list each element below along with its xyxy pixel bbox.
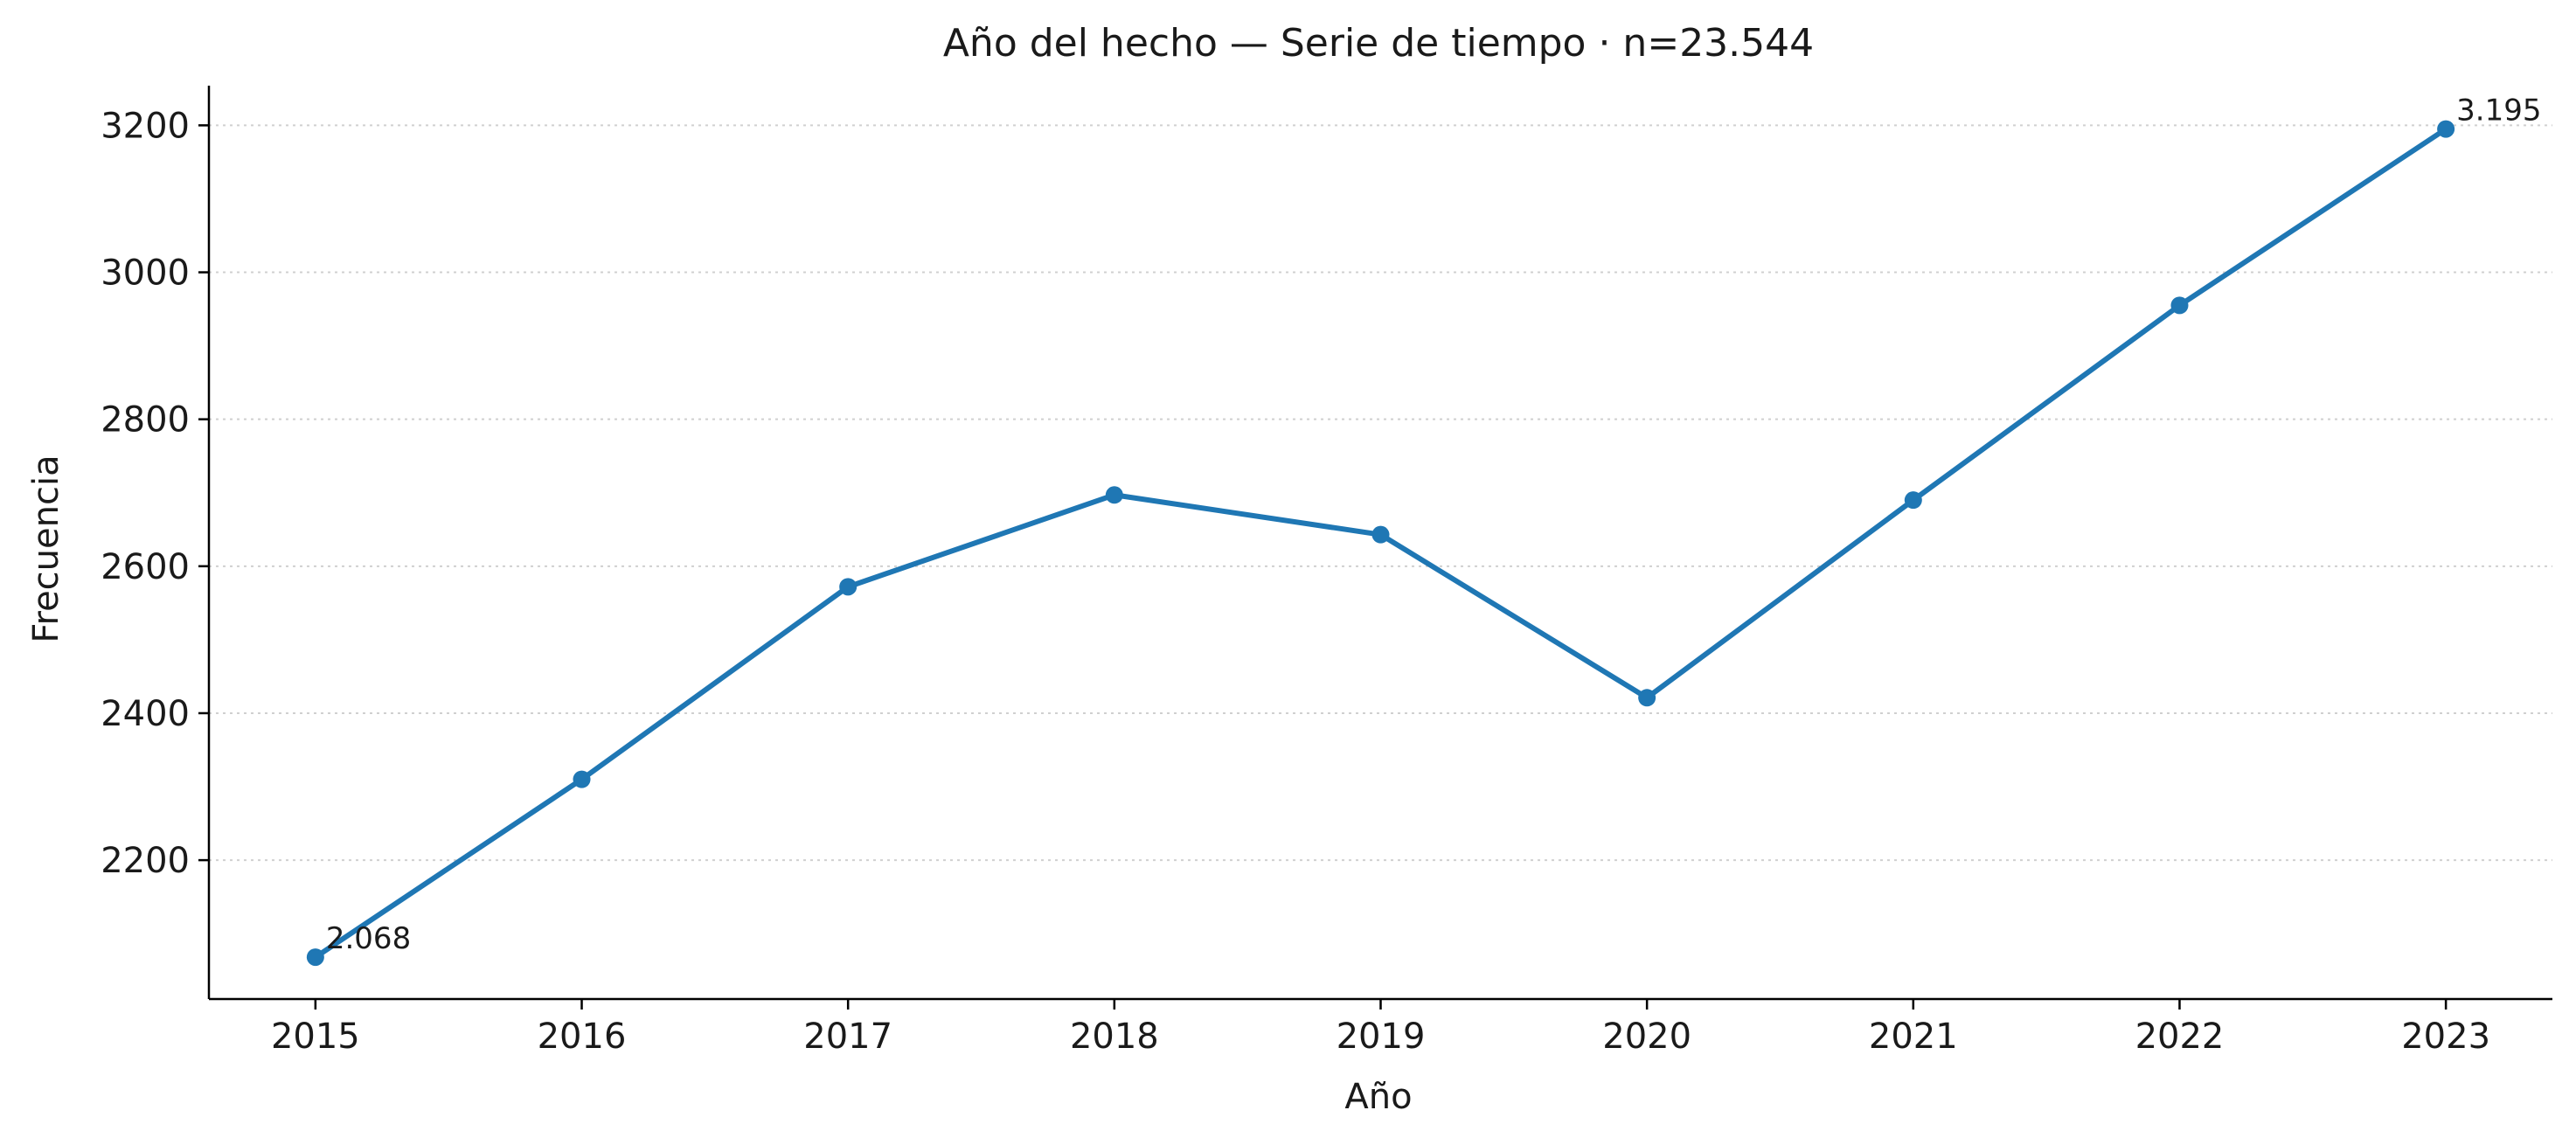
x-tick-label: 2022 xyxy=(2135,1017,2225,1057)
x-tick-label: 2019 xyxy=(1337,1017,1426,1057)
x-tick-label: 2016 xyxy=(538,1017,627,1057)
data-point xyxy=(1371,525,1390,544)
x-tick-label: 2017 xyxy=(803,1017,892,1057)
y-tick-label: 3000 xyxy=(101,253,190,294)
y-tick-label: 2200 xyxy=(101,841,190,881)
data-point xyxy=(2437,120,2455,138)
data-point xyxy=(1638,689,1656,707)
data-point xyxy=(839,578,858,596)
data-point xyxy=(1105,486,1123,504)
chart-title: Año del hecho — Serie de tiempo · n=23.5… xyxy=(943,21,1814,66)
x-tick-label: 2023 xyxy=(2401,1017,2490,1057)
axes: 2200 2400 2600 2800 3000 3200 2015 2016 2017 2018… xyxy=(101,86,2552,1057)
data-point xyxy=(1904,491,1922,510)
y-tick-label: 2800 xyxy=(101,400,190,441)
grid xyxy=(209,124,2552,862)
x-tick-label: 2015 xyxy=(271,1017,360,1057)
series-layer xyxy=(306,120,2455,967)
data-point xyxy=(306,948,324,967)
data-point xyxy=(573,770,591,788)
y-tick-label: 3200 xyxy=(101,106,190,146)
data-point xyxy=(2170,296,2189,315)
data-labels: 2.068 3.195 xyxy=(326,94,2542,956)
x-tick-label: 2021 xyxy=(1869,1017,1958,1057)
y-axis-title: Frecuencia xyxy=(26,455,66,642)
x-tick-label: 2020 xyxy=(1602,1017,1691,1057)
x-tick-label: 2018 xyxy=(1070,1017,1159,1057)
data-label: 2.068 xyxy=(326,921,411,956)
y-tick-label: 2400 xyxy=(101,694,190,734)
x-axis-title: Año xyxy=(1344,1077,1412,1117)
data-label: 3.195 xyxy=(2456,94,2541,128)
y-tick-label: 2600 xyxy=(101,547,190,587)
